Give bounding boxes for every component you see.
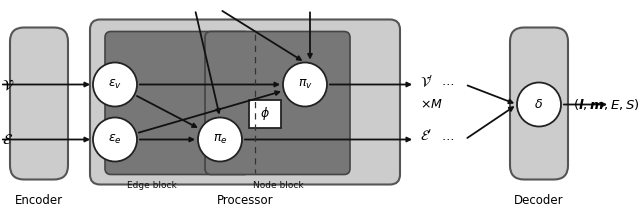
Circle shape	[93, 62, 137, 107]
Circle shape	[198, 117, 242, 162]
Text: $\ldots$: $\ldots$	[441, 130, 454, 143]
Bar	[249, 99, 281, 127]
Text: Encoder: Encoder	[15, 195, 63, 208]
Text: Decoder: Decoder	[514, 195, 564, 208]
FancyBboxPatch shape	[90, 19, 400, 185]
FancyBboxPatch shape	[105, 32, 250, 175]
Text: $(\boldsymbol{l}, \boldsymbol{m}, E, S)$: $(\boldsymbol{l}, \boldsymbol{m}, E, S)$	[573, 97, 639, 112]
FancyBboxPatch shape	[10, 28, 68, 180]
Text: $\varepsilon_e$: $\varepsilon_e$	[108, 133, 122, 146]
Text: $\mathcal{V}'$: $\mathcal{V}'$	[420, 74, 433, 89]
Text: $\ldots$: $\ldots$	[441, 75, 454, 88]
Text: $\times M$: $\times M$	[420, 98, 443, 111]
Text: $\varepsilon_v$: $\varepsilon_v$	[108, 78, 122, 91]
Text: $\mathcal{E}$: $\mathcal{E}$	[2, 132, 13, 147]
Text: $\pi_v$: $\pi_v$	[298, 78, 312, 91]
Text: $\pi_e$: $\pi_e$	[212, 133, 227, 146]
Circle shape	[93, 117, 137, 162]
Text: $\phi$: $\phi$	[260, 105, 270, 122]
FancyBboxPatch shape	[510, 28, 568, 180]
Text: $\mathcal{E}'$: $\mathcal{E}'$	[420, 129, 433, 144]
Text: $\mathcal{V}$: $\mathcal{V}$	[2, 77, 14, 92]
Text: Node block: Node block	[253, 181, 303, 190]
Text: $\boldsymbol{u}$: $\boldsymbol{u}$	[189, 0, 201, 1]
Text: Processor: Processor	[217, 195, 273, 208]
Text: $\delta$: $\delta$	[534, 98, 543, 111]
Circle shape	[517, 83, 561, 126]
FancyBboxPatch shape	[205, 32, 350, 175]
Circle shape	[283, 62, 327, 107]
Text: Edge block: Edge block	[127, 181, 177, 190]
